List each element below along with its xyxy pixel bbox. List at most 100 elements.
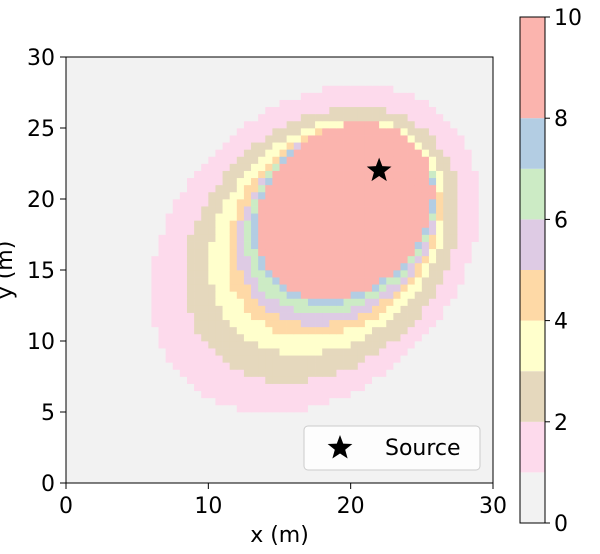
heatmap-cell	[158, 397, 166, 406]
heatmap-cell	[293, 475, 302, 484]
heatmap-cell	[194, 156, 202, 164]
heatmap-cell	[379, 262, 387, 271]
heatmap-cell	[222, 433, 231, 441]
heatmap-cell	[94, 64, 102, 72]
heatmap-cell	[350, 412, 359, 420]
heatmap-cell	[414, 319, 423, 328]
heatmap-cell	[350, 397, 359, 406]
heatmap-cell	[293, 440, 302, 448]
heatmap-cell	[258, 113, 266, 122]
heatmap-cell	[485, 92, 494, 100]
heatmap-cell	[279, 461, 287, 470]
heatmap-cell	[137, 149, 145, 157]
heatmap-cell	[208, 248, 216, 257]
heatmap-cell	[201, 113, 209, 122]
heatmap-cell	[357, 277, 366, 285]
heatmap-cell	[172, 369, 181, 377]
heatmap-cell	[428, 57, 437, 65]
heatmap-cell	[471, 92, 480, 100]
heatmap-cell	[258, 241, 266, 250]
heatmap-cell	[215, 284, 223, 292]
heatmap-cell	[428, 376, 437, 384]
heatmap-cell	[464, 177, 472, 186]
heatmap-cell	[222, 383, 231, 392]
heatmap-cell	[428, 120, 437, 129]
heatmap-cell	[450, 106, 458, 115]
heatmap-cell	[80, 376, 88, 384]
heatmap-cell	[364, 270, 373, 278]
heatmap-cell	[485, 156, 494, 164]
heatmap-cell	[144, 412, 152, 420]
heatmap-cell	[87, 248, 95, 257]
heatmap-cell	[400, 262, 408, 271]
heatmap-cell	[286, 241, 295, 250]
heatmap-cell	[315, 390, 323, 399]
heatmap-cell	[279, 326, 287, 335]
heatmap-cell	[315, 199, 323, 207]
heatmap-cell	[251, 120, 259, 129]
heatmap-cell	[80, 64, 88, 72]
heatmap-cell	[357, 355, 366, 363]
heatmap-cell	[372, 199, 380, 207]
heatmap-cell	[80, 291, 88, 299]
heatmap-cell	[393, 390, 401, 399]
heatmap-cell	[372, 177, 380, 186]
heatmap-cell	[165, 142, 174, 150]
heatmap-cell	[443, 248, 451, 257]
heatmap-cell	[151, 475, 159, 484]
heatmap-cell	[94, 341, 102, 349]
heatmap-cell	[222, 369, 231, 377]
x-tick-label: 20	[337, 494, 365, 519]
heatmap-cell	[265, 298, 273, 306]
heatmap-cell	[428, 184, 437, 193]
heatmap-cell	[364, 177, 373, 186]
heatmap-cell	[364, 120, 373, 129]
heatmap-cell	[251, 248, 259, 257]
heatmap-cell	[215, 333, 223, 342]
heatmap-cell	[272, 291, 280, 299]
heatmap-cell	[343, 191, 352, 200]
heatmap-cell	[265, 57, 273, 65]
heatmap-cell	[364, 135, 373, 143]
heatmap-cell	[393, 419, 401, 427]
heatmap-cell	[279, 128, 287, 136]
heatmap-cell	[386, 64, 394, 72]
heatmap-cell	[279, 177, 287, 186]
heatmap-cell	[443, 419, 451, 427]
heatmap-cell	[229, 85, 238, 93]
heatmap-cell	[293, 383, 302, 392]
heatmap-cell	[186, 227, 195, 235]
heatmap-cell	[80, 177, 88, 186]
heatmap-cell	[464, 362, 472, 370]
heatmap-cell	[279, 376, 287, 384]
heatmap-cell	[315, 284, 323, 292]
heatmap-cell	[279, 241, 287, 250]
heatmap-cell	[336, 149, 344, 157]
heatmap-cell	[251, 383, 259, 392]
heatmap-cell	[286, 397, 295, 406]
heatmap-cell	[251, 85, 259, 93]
heatmap-cell	[464, 64, 472, 72]
heatmap-cell	[179, 369, 188, 377]
heatmap-cell	[393, 184, 401, 193]
heatmap-cell	[272, 404, 280, 413]
heatmap-cell	[279, 191, 287, 200]
heatmap-cell	[101, 333, 110, 342]
heatmap-cell	[379, 85, 387, 93]
heatmap-cell	[478, 390, 487, 399]
heatmap-cell	[414, 383, 423, 392]
heatmap-cell	[73, 220, 81, 228]
heatmap-cell	[428, 220, 437, 228]
heatmap-cell	[66, 170, 74, 179]
heatmap-cell	[343, 184, 352, 193]
y-tick-label: 0	[41, 472, 55, 497]
heatmap-cell	[428, 319, 437, 328]
heatmap-cell	[258, 85, 266, 93]
heatmap-cell	[201, 461, 209, 470]
heatmap-cell	[272, 220, 280, 228]
heatmap-cell	[94, 440, 102, 448]
heatmap-cell	[457, 128, 465, 136]
heatmap-cell	[485, 298, 494, 306]
heatmap-cell	[73, 163, 81, 171]
heatmap-cell	[122, 184, 131, 193]
